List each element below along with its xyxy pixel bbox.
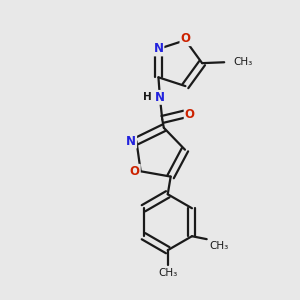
Text: CH₃: CH₃ — [158, 268, 177, 278]
Text: N: N — [126, 135, 136, 148]
Text: O: O — [130, 165, 140, 178]
Text: N: N — [155, 91, 165, 104]
Text: N: N — [153, 42, 164, 56]
Text: O: O — [185, 108, 195, 121]
Text: H: H — [143, 92, 152, 102]
Text: CH₃: CH₃ — [209, 241, 228, 250]
Text: O: O — [180, 32, 190, 45]
Text: CH₃: CH₃ — [233, 57, 252, 67]
